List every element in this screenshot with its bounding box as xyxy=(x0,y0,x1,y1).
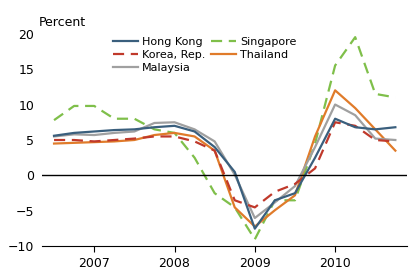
Korea, Rep. xyxy=(232,199,237,202)
Thailand xyxy=(333,89,338,92)
Hong Kong xyxy=(52,134,57,137)
Singapore xyxy=(232,206,237,209)
Korea, Rep. xyxy=(192,140,197,143)
Malaysia xyxy=(92,133,97,137)
Korea, Rep. xyxy=(172,135,177,138)
Text: Percent: Percent xyxy=(38,16,86,29)
Hong Kong xyxy=(71,131,76,135)
Singapore xyxy=(92,104,97,108)
Korea, Rep. xyxy=(353,124,358,127)
Malaysia xyxy=(172,121,177,124)
Malaysia xyxy=(312,145,318,149)
Singapore xyxy=(353,36,358,39)
Hong Kong xyxy=(292,192,297,195)
Hong Kong xyxy=(252,227,257,230)
Thailand xyxy=(92,141,97,144)
Hong Kong xyxy=(92,130,97,133)
Singapore xyxy=(393,96,398,99)
Hong Kong xyxy=(192,130,197,133)
Hong Kong xyxy=(353,125,358,129)
Singapore xyxy=(333,64,338,67)
Malaysia xyxy=(273,201,278,204)
Hong Kong xyxy=(312,156,318,159)
Singapore xyxy=(172,131,177,135)
Korea, Rep. xyxy=(393,140,398,143)
Korea, Rep. xyxy=(273,190,278,193)
Thailand xyxy=(52,142,57,145)
Hong Kong xyxy=(393,125,398,129)
Korea, Rep. xyxy=(152,135,157,138)
Line: Singapore: Singapore xyxy=(54,37,395,239)
Singapore xyxy=(152,128,157,131)
Thailand xyxy=(273,209,278,212)
Thailand xyxy=(172,131,177,135)
Korea, Rep. xyxy=(52,138,57,142)
Korea, Rep. xyxy=(92,140,97,143)
Korea, Rep. xyxy=(112,138,117,142)
Malaysia xyxy=(192,128,197,131)
Malaysia xyxy=(112,131,117,135)
Thailand xyxy=(353,106,358,110)
Thailand xyxy=(292,194,297,197)
Legend: Hong Kong, Korea, Rep., Malaysia, Singapore, Thailand: Hong Kong, Korea, Rep., Malaysia, Singap… xyxy=(113,37,297,73)
Hong Kong xyxy=(373,128,378,131)
Malaysia xyxy=(232,173,237,176)
Thailand xyxy=(252,225,257,228)
Thailand xyxy=(312,135,318,138)
Singapore xyxy=(71,104,76,108)
Korea, Rep. xyxy=(292,182,297,186)
Thailand xyxy=(152,133,157,137)
Malaysia xyxy=(292,185,297,188)
Line: Hong Kong: Hong Kong xyxy=(54,119,395,229)
Malaysia xyxy=(212,140,217,143)
Malaysia xyxy=(393,138,398,142)
Singapore xyxy=(273,199,278,202)
Hong Kong xyxy=(232,170,237,174)
Korea, Rep. xyxy=(252,206,257,209)
Hong Kong xyxy=(172,124,177,127)
Malaysia xyxy=(132,130,137,133)
Korea, Rep. xyxy=(333,121,338,124)
Thailand xyxy=(71,141,76,144)
Singapore xyxy=(292,199,297,202)
Line: Thailand: Thailand xyxy=(54,90,395,227)
Korea, Rep. xyxy=(132,137,137,140)
Thailand xyxy=(232,206,237,209)
Singapore xyxy=(252,238,257,241)
Line: Malaysia: Malaysia xyxy=(54,104,395,218)
Thailand xyxy=(393,149,398,152)
Korea, Rep. xyxy=(312,167,318,170)
Malaysia xyxy=(52,135,57,138)
Hong Kong xyxy=(112,129,117,132)
Korea, Rep. xyxy=(71,138,76,142)
Thailand xyxy=(373,128,378,131)
Singapore xyxy=(192,156,197,159)
Thailand xyxy=(192,135,197,138)
Singapore xyxy=(212,192,217,195)
Korea, Rep. xyxy=(373,138,378,142)
Malaysia xyxy=(152,121,157,125)
Malaysia xyxy=(71,133,76,136)
Thailand xyxy=(132,138,137,142)
Singapore xyxy=(112,117,117,120)
Line: Korea, Rep.: Korea, Rep. xyxy=(54,122,395,207)
Hong Kong xyxy=(152,125,157,129)
Thailand xyxy=(212,149,217,152)
Hong Kong xyxy=(333,117,338,120)
Singapore xyxy=(52,118,57,122)
Malaysia xyxy=(353,113,358,117)
Singapore xyxy=(312,142,318,145)
Hong Kong xyxy=(132,128,137,131)
Thailand xyxy=(112,140,117,143)
Singapore xyxy=(373,92,378,95)
Malaysia xyxy=(333,103,338,106)
Hong Kong xyxy=(212,145,217,149)
Singapore xyxy=(132,117,137,120)
Malaysia xyxy=(373,137,378,140)
Korea, Rep. xyxy=(212,149,217,152)
Malaysia xyxy=(252,216,257,220)
Hong Kong xyxy=(273,199,278,202)
